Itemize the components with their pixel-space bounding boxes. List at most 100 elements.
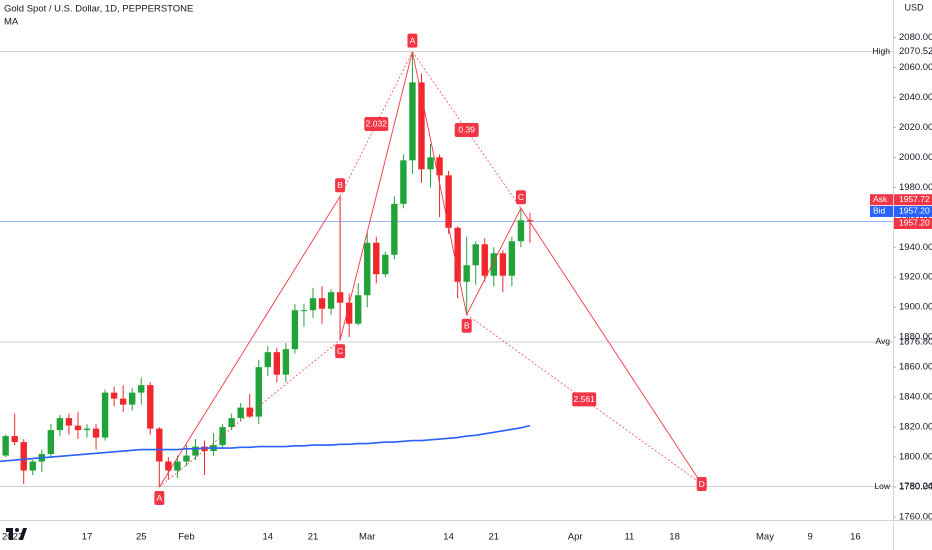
pattern-point-label: D xyxy=(699,479,705,489)
ratio-box xyxy=(364,116,389,131)
level-name: Low xyxy=(874,481,890,491)
currency[interactable]: USD xyxy=(904,2,924,12)
pattern-point-box xyxy=(515,190,526,205)
ma-line xyxy=(0,424,531,463)
chart-title: Gold Spot / U.S. Dollar, 1D, PEPPERSTONE xyxy=(4,4,193,15)
y-tick-label: 1820.00 xyxy=(899,422,932,433)
pattern-point-label: C xyxy=(337,346,343,356)
pattern-leg xyxy=(158,196,341,488)
pattern-leg xyxy=(339,51,413,341)
pattern-point-box xyxy=(154,491,165,506)
quote-value-box xyxy=(894,205,932,217)
candle-body xyxy=(373,242,380,275)
x-tick-label: 25 xyxy=(136,532,147,543)
level-name: Avg xyxy=(876,336,891,346)
pattern-point-label: A xyxy=(410,35,416,45)
candle-body xyxy=(138,385,145,393)
y-tick-label: 1880.00 xyxy=(899,332,932,343)
candle-body xyxy=(92,428,100,438)
pattern-leg xyxy=(411,51,468,315)
level-value: 2070.52 xyxy=(899,46,932,57)
quote-value-box xyxy=(894,194,932,206)
candle-body xyxy=(499,253,507,276)
candle-body xyxy=(436,157,443,176)
candle-body xyxy=(47,430,55,455)
candle-body xyxy=(192,446,199,456)
ratio-box xyxy=(454,122,479,137)
quote-name: Bid xyxy=(873,206,886,216)
candle-body xyxy=(508,241,516,276)
candle-body xyxy=(83,428,91,431)
pattern-point-box xyxy=(407,33,418,48)
candle-body xyxy=(291,310,299,350)
y-tick-label: 2000.00 xyxy=(899,152,932,163)
pattern-point-box xyxy=(335,344,346,359)
candle-body xyxy=(119,398,127,405)
pattern-point-box xyxy=(335,178,346,193)
candle-body xyxy=(228,418,235,428)
pattern-point-box xyxy=(696,477,707,492)
y-tick-label: 1860.00 xyxy=(899,362,932,373)
candle-body xyxy=(445,175,452,228)
x-tick-label: 17 xyxy=(82,532,93,543)
x-tick-label: 11 xyxy=(624,532,634,543)
candle-body xyxy=(174,461,181,471)
candle-body xyxy=(282,349,290,375)
last-price-box xyxy=(894,217,932,229)
candle-body xyxy=(517,220,525,242)
candle-body xyxy=(318,298,326,309)
candle-body xyxy=(418,82,425,170)
axes: 2080.00 2060.00 2040.00 2020.00 2000.00 1980.… xyxy=(2,32,932,543)
quote-value: 1957.20 xyxy=(899,206,930,216)
y-tick-label: 2040.00 xyxy=(899,92,932,103)
level-value: 1876.80 xyxy=(899,336,932,347)
candle-body xyxy=(2,436,9,456)
candle-body xyxy=(327,292,335,309)
candle-body xyxy=(427,157,434,170)
ratio-box xyxy=(572,392,597,407)
x-tick-label: 14 xyxy=(263,532,274,543)
candle-body xyxy=(300,310,308,312)
y-tick-label: 1920.00 xyxy=(899,272,932,283)
candle-body xyxy=(20,442,27,471)
x-tick-label: 21 xyxy=(489,532,500,543)
indicator-label: MA xyxy=(4,17,19,28)
candle-body xyxy=(364,242,371,296)
quote-value: 1957.72 xyxy=(899,194,930,204)
candle-body xyxy=(463,265,470,282)
candle-body xyxy=(147,385,154,429)
y-tick-label: 2080.00 xyxy=(899,32,932,43)
candle-body xyxy=(255,367,262,417)
candle-body xyxy=(101,392,109,438)
candle-body xyxy=(481,244,488,276)
quote-name-box xyxy=(870,205,893,217)
ratio-label: 2.032 xyxy=(366,119,388,129)
y-tick-label: 2060.00 xyxy=(899,62,932,73)
logo xyxy=(6,528,27,540)
y-tick-label: 1780.00 xyxy=(899,482,932,493)
candle-body xyxy=(264,352,271,368)
candle-body xyxy=(391,203,398,255)
y-tick-label: 1900.00 xyxy=(899,302,932,313)
candle-body xyxy=(246,407,253,417)
candle-body xyxy=(273,352,281,375)
ratio-label: 0.39 xyxy=(458,125,475,135)
candle-body xyxy=(526,220,534,222)
pattern-leg xyxy=(520,208,703,485)
pattern-leg xyxy=(466,208,522,315)
y-tick-label: 2020.00 xyxy=(899,122,932,133)
candle-body xyxy=(490,253,497,276)
last-price: 1957.20 xyxy=(899,218,930,228)
pattern-point-box xyxy=(461,318,472,333)
candle-body xyxy=(129,392,136,405)
candle-body xyxy=(400,160,407,204)
candle-body xyxy=(237,407,244,419)
y-tick-label: 1940.00 xyxy=(899,242,932,253)
x-tick-label: Feb xyxy=(178,532,194,543)
x-tick-label: May xyxy=(756,532,774,543)
y-tick-label: 1980.00 xyxy=(899,182,932,193)
candle-body xyxy=(409,82,416,161)
quote-name: Ask xyxy=(873,194,888,204)
candle-body xyxy=(472,244,479,266)
